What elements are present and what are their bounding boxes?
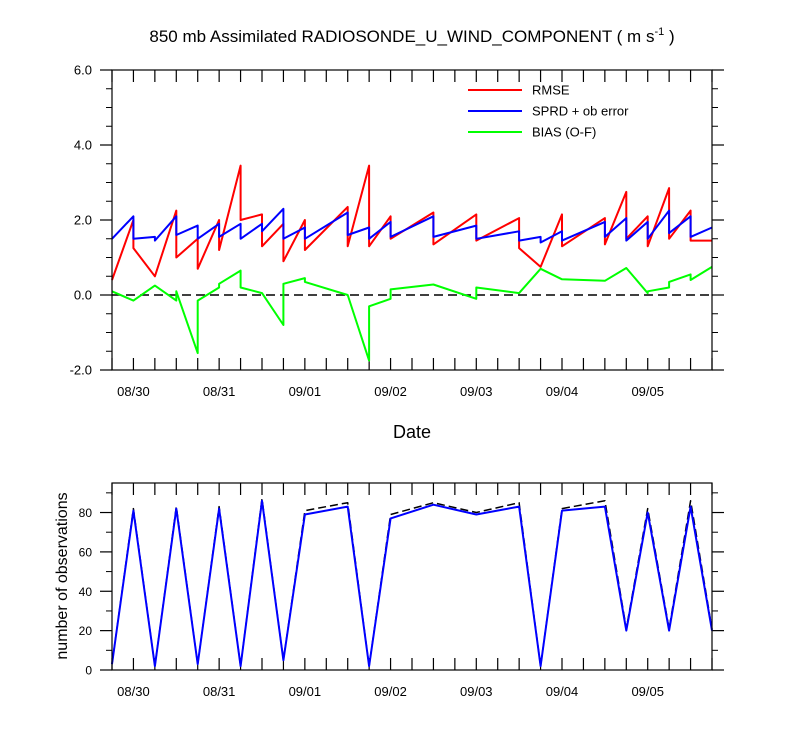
legend: RMSE SPRD + ob error BIAS (O-F) [468,83,629,140]
top-ytick-label: 0.0 [74,288,92,303]
top-panel: 08/30 08/31 09/01 09/02 09/03 09/04 09/05 -2.0 0… [70,63,724,400]
legend-label: RMSE [532,83,570,98]
bottom-xtick-label: 08/30 [117,684,150,699]
bottom-ytick-label: 80 [79,506,93,520]
top-ytick-label: 4.0 [74,138,92,153]
bottom-xtick-label: 09/04 [546,684,579,699]
chart-title-superscript: -1 [654,26,664,38]
bottom-ytick-label: 40 [79,585,93,599]
chart-title-end: ) [664,27,674,46]
bottom-xtick-label: 09/01 [289,684,322,699]
top-xtick-label: 08/31 [203,384,236,399]
series-line-obs-used [111,499,713,668]
bottom-plot-frame [111,482,713,671]
x-axis-label: Date [393,422,431,442]
chart-title: 850 mb Assimilated RADIOSONDE_U_WIND_COM… [149,26,674,46]
top-ytick-label: 6.0 [74,63,92,78]
bottom-series [111,497,713,668]
series-line-bias-o-f [111,266,713,362]
top-plot-frame [111,69,713,371]
chart-title-main: 850 mb Assimilated RADIOSONDE_U_WIND_COM… [149,27,654,46]
top-ticks [100,69,724,371]
top-xtick-label: 09/03 [460,384,493,399]
top-series [111,164,713,362]
top-ytick-label: -2.0 [70,363,92,378]
bottom-xtick-label: 09/02 [374,684,407,699]
top-ytick-label: 2.0 [74,213,92,228]
top-tick-labels: 08/30 08/31 09/01 09/02 09/03 09/04 09/05 -2.0 0… [70,63,664,400]
bottom-ytick-label: 0 [85,664,92,678]
bottom-panel: 08/30 08/31 09/01 09/02 09/03 09/04 09/05 0 20 40… [79,482,724,699]
top-xtick-label: 08/30 [117,384,150,399]
bottom-xtick-label: 09/03 [460,684,493,699]
top-xtick-label: 09/02 [374,384,407,399]
bottom-tick-labels: 08/30 08/31 09/01 09/02 09/03 09/04 09/05 0 20 40… [79,506,664,699]
bottom-xtick-label: 09/05 [631,684,664,699]
bottom-xtick-label: 08/31 [203,684,236,699]
legend-label: SPRD + ob error [532,104,629,119]
series-line-sprd-ob-error [111,207,713,244]
top-xtick-label: 09/04 [546,384,579,399]
legend-label: BIAS (O-F) [532,125,596,140]
top-xtick-label: 09/01 [289,384,322,399]
y-axis-label-observations: number of observations [54,492,71,659]
bottom-ytick-label: 60 [79,545,93,559]
top-xtick-label: 09/05 [631,384,664,399]
bottom-ytick-label: 20 [79,624,93,638]
series-line-obs-possible [111,497,713,667]
